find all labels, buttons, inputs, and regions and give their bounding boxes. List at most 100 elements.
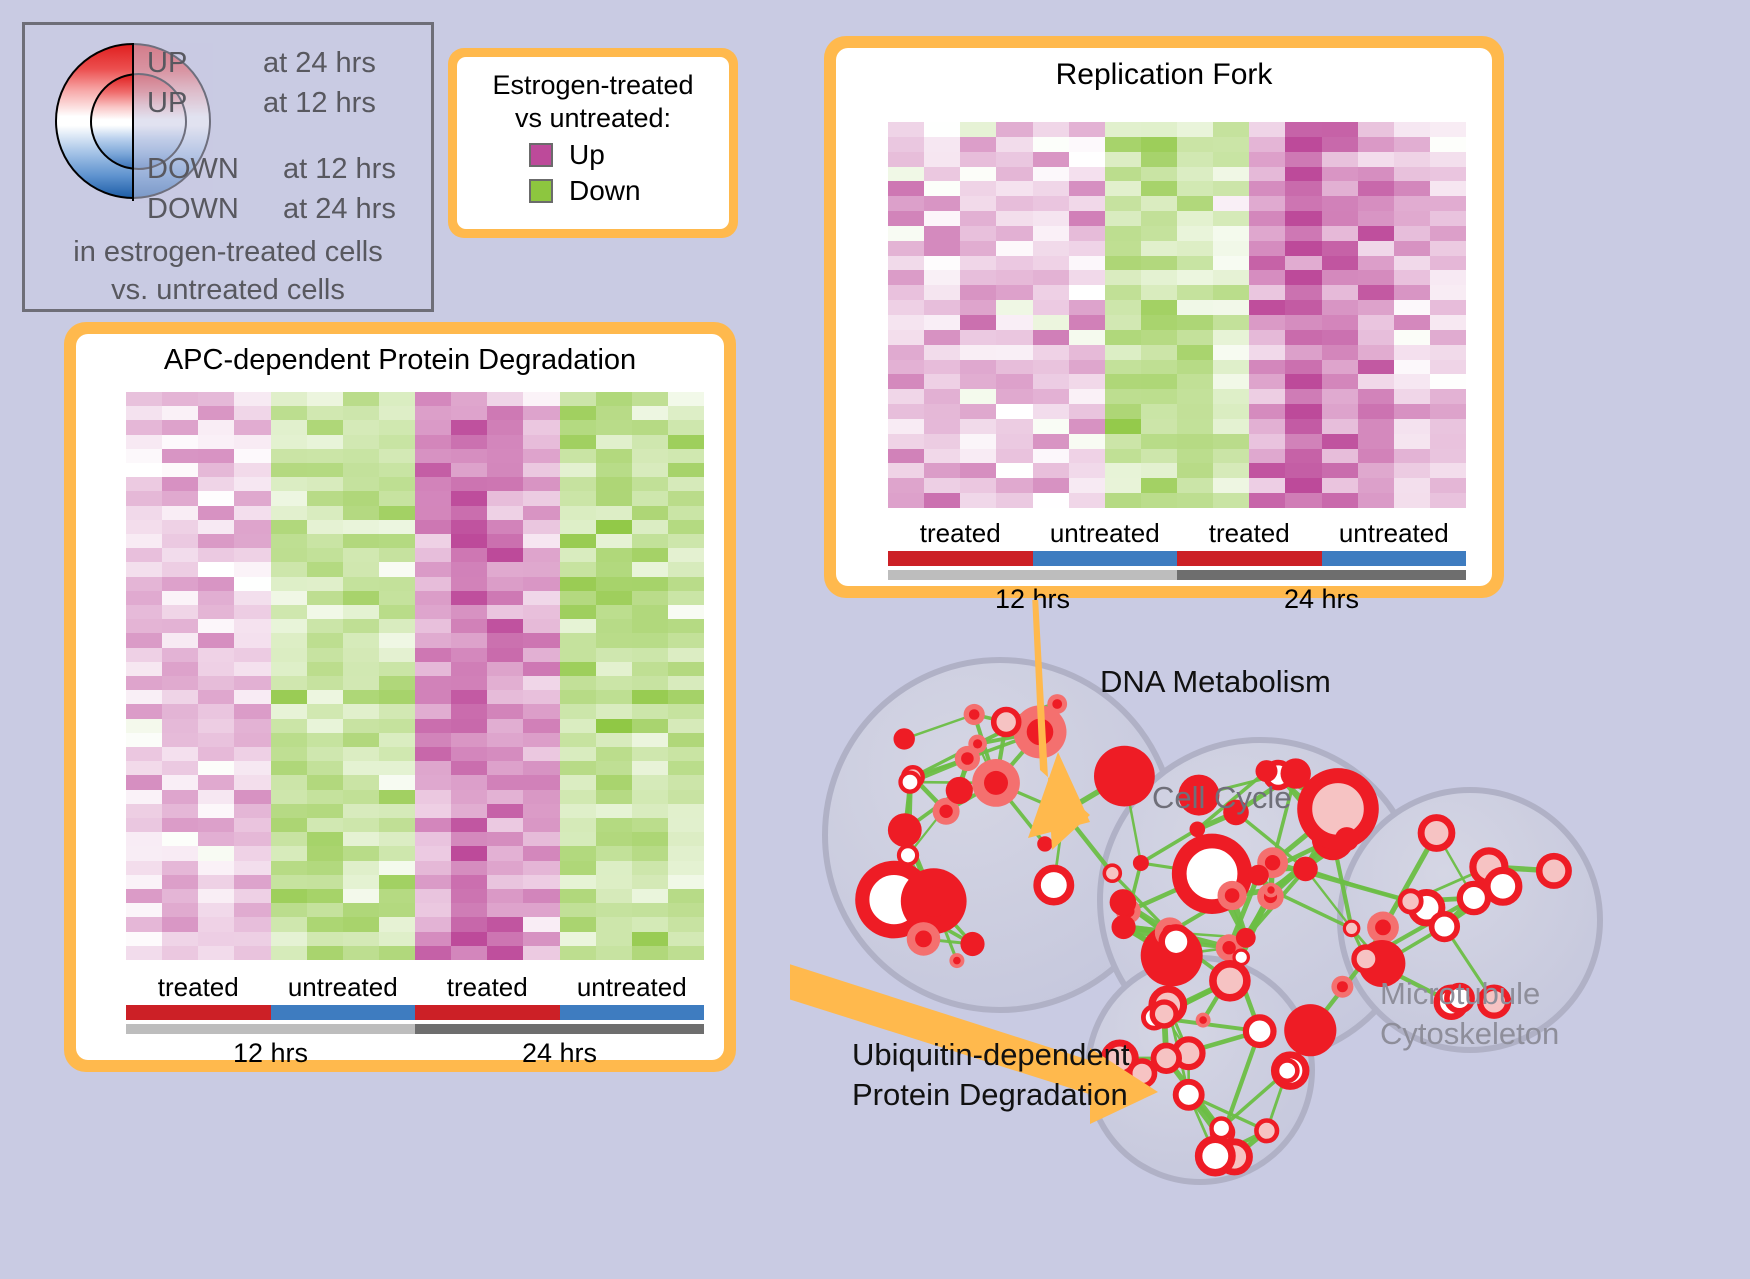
network-node[interactable] <box>1246 1017 1274 1045</box>
heatmap-cell <box>415 648 451 662</box>
heatmap-cell <box>451 761 487 775</box>
heatmap-cell <box>234 548 270 562</box>
heatmap-cell <box>1069 270 1105 285</box>
network-node[interactable] <box>994 710 1019 735</box>
network-node[interactable] <box>1248 865 1269 886</box>
network-node[interactable] <box>1236 928 1256 948</box>
network-node[interactable] <box>1213 964 1247 998</box>
network-node[interactable] <box>1104 865 1120 881</box>
heatmap-cell <box>234 392 270 406</box>
heatmap-cell <box>271 591 307 605</box>
heatmap-cell <box>1105 449 1141 464</box>
network-node[interactable] <box>1110 889 1137 916</box>
heatmap-cell <box>1285 152 1321 167</box>
heatmap-cell <box>1430 241 1466 256</box>
heatmap-cell <box>271 548 307 562</box>
network-node[interactable] <box>1293 857 1318 882</box>
heatmap-cell <box>924 152 960 167</box>
network-node[interactable] <box>1094 746 1155 807</box>
network-node[interactable] <box>894 728 915 749</box>
heatmap-cell <box>415 861 451 875</box>
network-node[interactable] <box>1256 1121 1277 1142</box>
heatmap-cell <box>126 704 162 718</box>
heatmap-cell <box>1394 137 1430 152</box>
heatmap-cell <box>960 285 996 300</box>
heatmap-cell <box>307 591 343 605</box>
network-node[interactable] <box>1344 921 1358 935</box>
network-node[interactable] <box>919 887 949 917</box>
network-node[interactable] <box>1112 915 1136 939</box>
network-node[interactable] <box>946 777 973 804</box>
network-node[interactable] <box>901 773 920 792</box>
heatmap-cell <box>343 648 379 662</box>
heatmap-cell <box>1141 330 1177 345</box>
heatmap-cell <box>1069 226 1105 241</box>
heatmap-cell <box>487 690 523 704</box>
heatmap-cell <box>924 315 960 330</box>
network-node[interactable] <box>1284 1004 1336 1056</box>
heatmap-cell <box>1430 300 1466 315</box>
network-node[interactable] <box>1432 914 1458 940</box>
network-node[interactable] <box>1539 856 1568 885</box>
heatmap-cell <box>1177 389 1213 404</box>
heatmap-cell <box>668 733 704 747</box>
network-node[interactable] <box>1037 836 1052 851</box>
heatmap-cell <box>1141 285 1177 300</box>
network-node[interactable] <box>1354 947 1378 971</box>
heatmap-cell <box>162 889 198 903</box>
network-node[interactable] <box>1421 818 1452 849</box>
heatmap-cell <box>307 506 343 520</box>
network-node[interactable] <box>1400 891 1421 912</box>
heatmap-cell <box>960 315 996 330</box>
network-node[interactable] <box>1277 1061 1297 1081</box>
heatmap-cell <box>487 648 523 662</box>
heatmap-cell <box>523 690 559 704</box>
network-node[interactable] <box>960 932 984 956</box>
heatmap-cell <box>198 648 234 662</box>
heatmap-cell <box>451 889 487 903</box>
network-node[interactable] <box>1152 1002 1176 1026</box>
network-node[interactable] <box>1190 822 1206 838</box>
heatmap-cell <box>451 818 487 832</box>
heatmap-cell <box>1069 374 1105 389</box>
heatmap-cell <box>1394 211 1430 226</box>
heatmap-cell <box>1358 226 1394 241</box>
network-node[interactable] <box>1487 870 1519 902</box>
heatmap-cell <box>1105 137 1141 152</box>
heatmap-cell <box>415 562 451 576</box>
heatmap-cell <box>1213 211 1249 226</box>
network-node[interactable] <box>1154 1046 1180 1072</box>
axis-group-labels: treated untreated treated untreated <box>126 972 704 1003</box>
pathway-network-diagram: DNA Metabolism Cell Cycle Microtubule Cy… <box>790 600 1750 1279</box>
heatmap-cell <box>1358 300 1394 315</box>
network-node[interactable] <box>1335 827 1359 851</box>
heatmap-cell <box>1285 493 1321 508</box>
heatmap-cell <box>996 463 1032 478</box>
heatmap-cell <box>1358 330 1394 345</box>
heatmap-cell <box>1322 270 1358 285</box>
heatmap-cell <box>487 903 523 917</box>
heatmap-cell <box>1069 360 1105 375</box>
heatmap-cell <box>451 591 487 605</box>
up-swatch-icon <box>529 143 553 167</box>
network-node[interactable] <box>888 813 922 847</box>
heatmap-cell <box>343 747 379 761</box>
heatmap-cell <box>126 889 162 903</box>
heatmap-cell <box>632 449 668 463</box>
heatmap-cell <box>1249 449 1285 464</box>
heatmap-cell <box>415 818 451 832</box>
axis-time-bar <box>1177 570 1466 580</box>
heatmap-cell <box>1394 404 1430 419</box>
network-node[interactable] <box>1037 868 1070 901</box>
heatmap-cell <box>1105 256 1141 271</box>
axis-group-bar <box>888 551 1033 566</box>
network-node[interactable] <box>1162 927 1191 956</box>
network-node[interactable] <box>1212 1119 1232 1139</box>
network-node[interactable] <box>1133 855 1149 871</box>
heatmap-cell <box>1141 360 1177 375</box>
heatmap-cell <box>632 747 668 761</box>
network-node-core <box>939 805 952 818</box>
network-node[interactable] <box>1199 1139 1232 1172</box>
heatmap-cell <box>162 818 198 832</box>
network-node[interactable] <box>1176 1082 1202 1108</box>
